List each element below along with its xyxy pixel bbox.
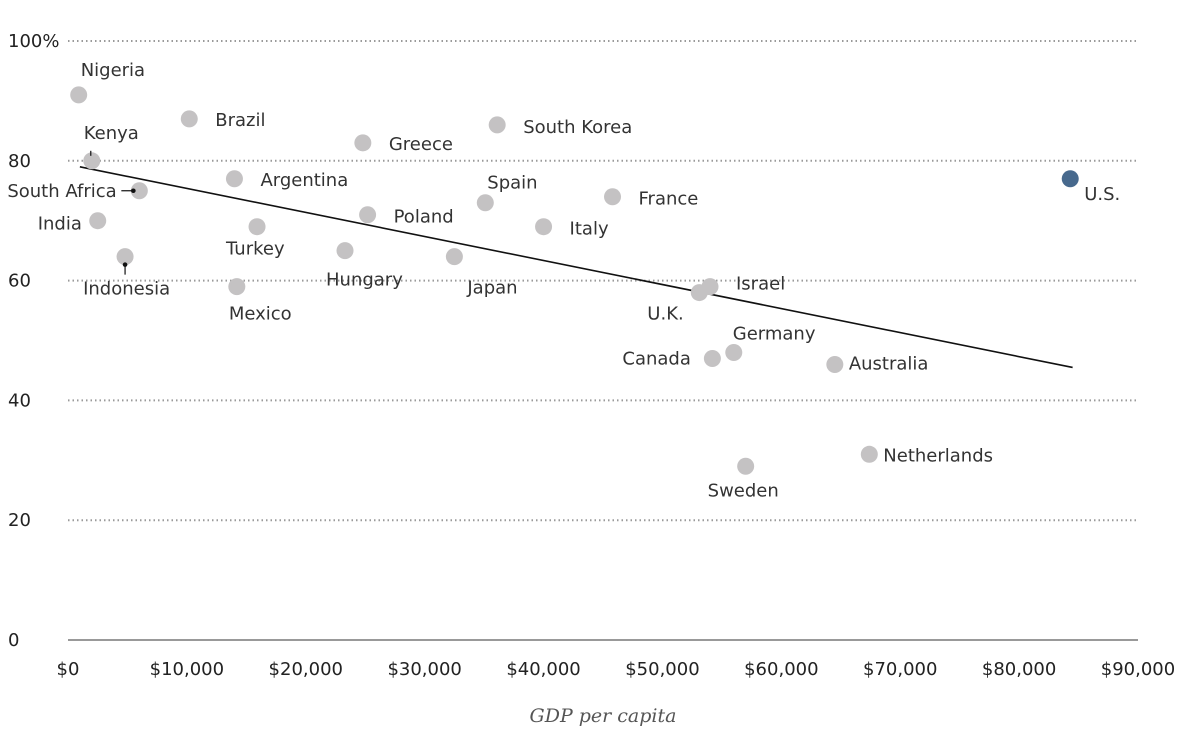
point-label-germany: Germany	[733, 323, 816, 344]
x-tick-label: $70,000	[863, 659, 937, 680]
point-label-south-korea: South Korea	[523, 117, 632, 138]
point-label-hungary: Hungary	[326, 270, 403, 291]
data-point-indonesia	[116, 248, 134, 266]
data-point-brazil	[180, 110, 198, 128]
point-label-japan: Japan	[466, 278, 517, 299]
y-tick-label: 60	[8, 271, 31, 292]
point-label-kenya: Kenya	[84, 123, 139, 144]
data-point-italy	[535, 218, 553, 236]
x-tick-label: $60,000	[744, 659, 818, 680]
data-point-kenya	[83, 152, 101, 170]
point-label-france: France	[639, 189, 699, 210]
data-point-poland	[359, 206, 377, 224]
x-tick-label: $90,000	[1101, 659, 1175, 680]
point-label-south-africa: South Africa	[7, 181, 116, 202]
data-point-argentina	[225, 170, 243, 188]
data-point-netherlands	[860, 445, 878, 463]
point-label-argentina: Argentina	[260, 170, 348, 191]
leader-dot-south-africa	[131, 188, 136, 194]
point-label-u-s: U.S.	[1084, 184, 1120, 205]
data-point-hungary	[336, 242, 354, 260]
data-point-south-korea	[488, 116, 506, 134]
point-label-nigeria: Nigeria	[81, 60, 145, 81]
point-label-mexico: Mexico	[229, 304, 292, 325]
data-point-nigeria	[70, 86, 88, 104]
x-tick-label: $20,000	[269, 659, 343, 680]
data-point-mexico	[228, 278, 246, 296]
x-axis-ticks: $0 $10,000 $20,000 $30,000 $40,000 $50,000 $60…	[57, 659, 1176, 680]
point-label-turkey: Turkey	[225, 239, 285, 260]
x-tick-label: $0	[57, 659, 80, 680]
point-label-italy: Italy	[570, 219, 609, 240]
trendline	[79, 166, 1073, 369]
data-point-india	[89, 212, 107, 230]
data-point-south-africa	[130, 182, 148, 200]
point-label-brazil: Brazil	[215, 110, 265, 131]
x-tick-label: $50,000	[625, 659, 699, 680]
data-point-u-k	[690, 284, 708, 302]
point-label-sweden: Sweden	[708, 480, 779, 501]
point-label-canada: Canada	[622, 348, 691, 369]
data-point-australia	[826, 355, 844, 373]
data-point-spain	[476, 194, 494, 212]
point-label-u-k: U.K.	[647, 304, 683, 325]
data-point-france	[604, 188, 622, 206]
y-tick-label: 40	[8, 390, 31, 411]
y-axis-ticks: 0 20 40 60 80 100%	[8, 31, 59, 651]
data-point-sweden	[737, 457, 755, 475]
trendline-layer	[79, 166, 1073, 369]
grid-layer	[68, 40, 1138, 641]
point-label-australia: Australia	[849, 353, 929, 374]
point-label-spain: Spain	[487, 173, 537, 194]
points-layer	[70, 86, 1079, 475]
data-point-u-s	[1061, 170, 1079, 188]
y-tick-label: 0	[8, 630, 19, 651]
x-tick-label: $30,000	[387, 659, 461, 680]
data-point-canada	[703, 349, 721, 367]
point-label-indonesia: Indonesia	[83, 279, 170, 300]
data-point-germany	[725, 343, 743, 361]
data-point-turkey	[248, 218, 266, 236]
x-axis-title: GDP per capita	[530, 705, 677, 727]
data-point-greece	[354, 134, 372, 152]
point-label-poland: Poland	[394, 207, 454, 228]
x-tick-label: $40,000	[506, 659, 580, 680]
point-label-israel: Israel	[736, 274, 785, 295]
y-tick-label: 20	[8, 510, 31, 531]
x-tick-label: $10,000	[150, 659, 224, 680]
y-tick-label: 80	[8, 151, 31, 172]
leader-dot-indonesia	[122, 262, 128, 267]
x-tick-label: $80,000	[982, 659, 1056, 680]
point-label-greece: Greece	[389, 134, 453, 155]
point-label-netherlands: Netherlands	[883, 445, 993, 466]
y-tick-label: 100%	[8, 31, 59, 52]
data-point-japan	[445, 248, 463, 266]
point-labels-layer: Nigeria Kenya South Africa India Indonesia Br…	[7, 60, 1120, 501]
point-label-india: India	[38, 214, 82, 235]
